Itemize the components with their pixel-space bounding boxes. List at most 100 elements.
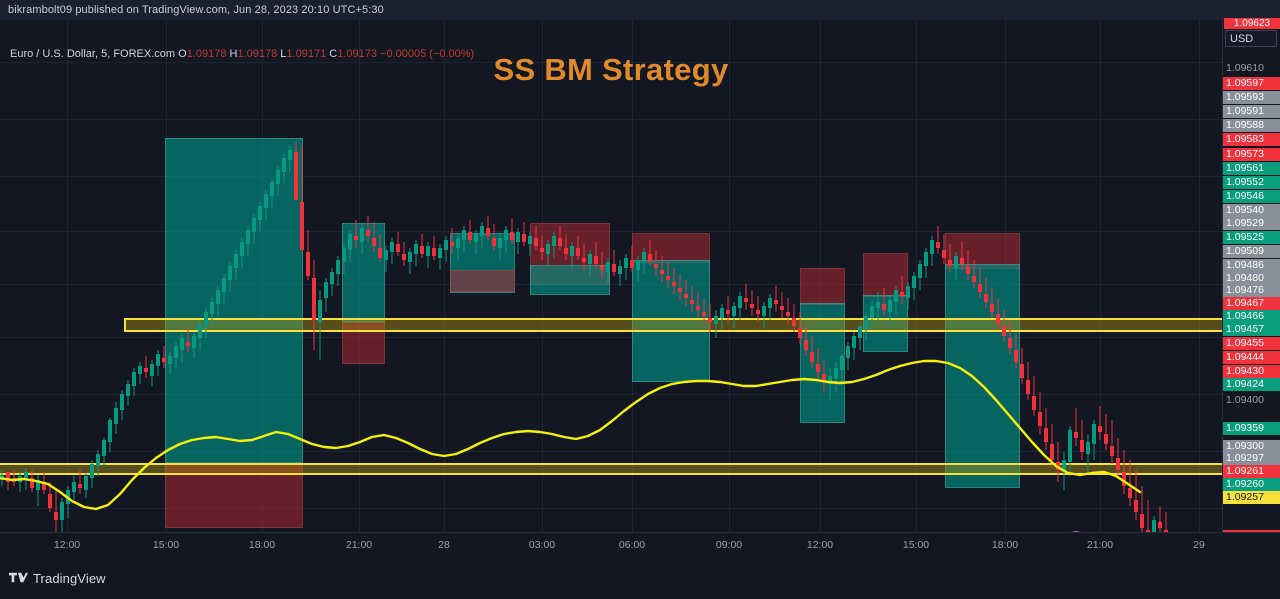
currency-chip[interactable]: USD	[1225, 30, 1277, 47]
price-scale-label: 1.09261	[1223, 465, 1280, 478]
chart-canvas[interactable]: SS BM Strategy Euro / U.S. Dollar, 5, FO…	[0, 20, 1222, 532]
price-scale[interactable]: 1.09623 USD 1.09610 1.09597 1.09593 1.09591…	[1222, 18, 1280, 570]
trade-box-long-profit[interactable]	[945, 264, 1020, 488]
candle-body	[864, 316, 868, 328]
candle-body	[420, 246, 424, 254]
lower-price-band[interactable]	[0, 463, 1222, 475]
candle-body	[960, 258, 964, 264]
candle-body	[426, 246, 430, 256]
candle-body	[738, 296, 742, 308]
price-scale-label: 1.09257	[1223, 491, 1280, 504]
candle-body	[600, 266, 604, 270]
candle-body	[282, 158, 286, 172]
candle-body	[1158, 522, 1162, 528]
candle-body	[330, 272, 334, 284]
grid-line-horizontal	[0, 394, 1222, 395]
candle-body	[24, 472, 28, 480]
upper-price-band[interactable]	[124, 318, 1222, 332]
symbol-legend[interactable]: Euro / U.S. Dollar, 5, FOREX.com O1.0917…	[10, 48, 474, 60]
candle-body	[1152, 520, 1156, 532]
time-scale-label: 06:00	[618, 539, 646, 551]
trade-box-long-loss[interactable]	[450, 270, 515, 292]
tradingview-logo[interactable]: TradingView	[9, 571, 106, 586]
candle-body	[288, 150, 292, 160]
time-scale-label: 21:00	[1086, 539, 1114, 551]
candle-body	[714, 316, 718, 324]
trade-box-long-profit[interactable]	[165, 138, 303, 463]
candle-body	[546, 244, 550, 254]
price-scale-label: 1.09480	[1223, 272, 1280, 285]
candle-body	[618, 266, 622, 274]
candle-body	[690, 300, 694, 304]
price-scale-label: 1.09430	[1223, 365, 1280, 378]
candle-body	[60, 502, 64, 520]
candle-body	[378, 248, 382, 258]
candle-body	[756, 310, 760, 314]
candle-body	[312, 278, 316, 320]
legend-symbol[interactable]: Euro / U.S. Dollar, 5, FOREX.com	[10, 48, 176, 60]
trade-box-short-loss[interactable]	[800, 268, 845, 305]
legend-change: −0.00005 (−0.00%)	[380, 48, 475, 60]
trade-box-long-profit[interactable]	[800, 303, 845, 423]
candle-body	[966, 266, 970, 274]
candle-body	[780, 306, 784, 310]
trade-box-short-loss[interactable]	[342, 322, 385, 364]
trade-box-short-loss[interactable]	[945, 233, 1020, 269]
candle-body	[492, 238, 496, 246]
candle-body	[930, 240, 934, 254]
candle-body	[870, 306, 874, 318]
candle-body	[1032, 396, 1036, 410]
trade-box-short-loss[interactable]	[863, 253, 908, 297]
time-scale-label: 03:00	[528, 539, 556, 551]
candle-body	[510, 232, 514, 240]
trade-box-long-profit[interactable]	[632, 260, 710, 382]
candle-body	[852, 336, 856, 348]
time-scale-label: 21:00	[345, 539, 373, 551]
candle-body	[480, 226, 484, 236]
candle-body	[42, 482, 46, 490]
candle-body	[834, 368, 838, 378]
candle-body	[786, 312, 790, 316]
candle-body	[1074, 432, 1078, 438]
time-scale[interactable]: 12:00 15:00 18:00 21:00 28 03:00 06:00 09:00 12:…	[0, 532, 1280, 558]
candle-body	[1140, 514, 1144, 528]
candle-body	[138, 366, 142, 374]
candle-body	[1014, 350, 1018, 362]
time-scale-label: 29	[1193, 539, 1205, 551]
candle-body	[108, 420, 112, 442]
candle-body	[276, 170, 280, 184]
candle-body	[1164, 530, 1168, 532]
time-scale-label: 18:00	[991, 539, 1019, 551]
grid-line-horizontal	[0, 231, 1222, 232]
candle-body	[72, 482, 76, 492]
candle-body	[120, 394, 124, 410]
candle-body	[528, 236, 532, 244]
legend-low-label: L	[280, 48, 287, 60]
candle-body	[996, 314, 1000, 324]
candle-body	[984, 294, 988, 302]
grid-line-vertical	[729, 20, 730, 532]
candle-body	[654, 264, 658, 268]
legend-low-value: 1.09171	[286, 48, 327, 60]
price-scale-label: 1.09400	[1226, 394, 1264, 406]
candle-body	[1116, 458, 1120, 470]
candle-body	[774, 300, 778, 304]
candle-body	[336, 260, 340, 274]
candle-body	[132, 372, 136, 386]
candle-body	[534, 238, 538, 246]
candle-body	[1080, 440, 1084, 452]
trade-box-long-profit[interactable]	[530, 265, 610, 295]
time-scale-label: 15:00	[152, 539, 180, 551]
candle-body	[252, 218, 256, 232]
candle-body	[1002, 326, 1006, 336]
candle-body	[678, 288, 682, 292]
grid-line-vertical	[1199, 20, 1200, 532]
footer-bar: TradingView	[0, 558, 1280, 599]
price-scale-label: 1.09467	[1223, 297, 1280, 310]
candle-body	[366, 230, 370, 236]
price-scale-label: 1.09546	[1223, 190, 1280, 203]
candle-body	[630, 260, 634, 268]
candle-body	[726, 310, 730, 314]
candle-body	[396, 244, 400, 252]
price-scale-label: 1.09540	[1223, 204, 1280, 217]
